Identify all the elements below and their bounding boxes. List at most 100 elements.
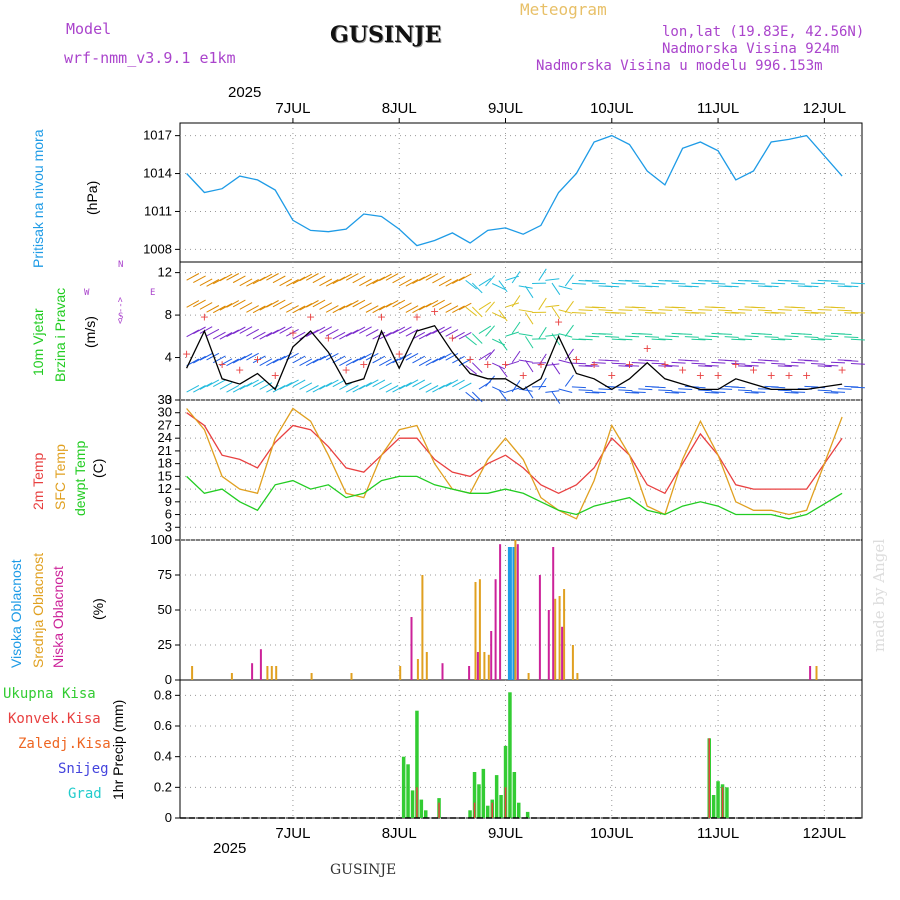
wind-arrow bbox=[359, 382, 372, 390]
wind-arrow bbox=[286, 379, 299, 388]
wind-arrow bbox=[658, 365, 673, 367]
wind-arrow bbox=[751, 282, 766, 285]
wind-arrow bbox=[186, 300, 200, 308]
wind-arrow bbox=[631, 391, 646, 393]
day-label-top: 8JUL bbox=[382, 100, 417, 117]
wind-arrow bbox=[432, 355, 445, 364]
wind-arrow bbox=[219, 382, 233, 390]
wind-arrow bbox=[784, 335, 799, 338]
wind-arrow bbox=[844, 336, 859, 338]
wind-arrow bbox=[731, 311, 746, 314]
wind-arrow bbox=[485, 349, 495, 361]
wind-arrow bbox=[345, 273, 359, 281]
wind-arrow bbox=[804, 312, 819, 314]
wind-arrow bbox=[379, 273, 392, 282]
wind-gust-marker: + bbox=[784, 369, 793, 382]
wind-arrow bbox=[246, 279, 259, 287]
wind-arrow bbox=[764, 336, 779, 338]
wind-arrow bbox=[372, 305, 386, 314]
footer-station: GUSINJE bbox=[330, 862, 397, 878]
wind-arrow bbox=[186, 329, 200, 338]
wind-arrow bbox=[757, 309, 772, 312]
temp-ytick-label: 3 bbox=[165, 519, 172, 534]
precip-ytick-label: 0.2 bbox=[154, 779, 172, 794]
compass-e: E bbox=[150, 288, 156, 298]
wind-arrow bbox=[312, 275, 326, 284]
precip-total-bar bbox=[415, 710, 419, 818]
elevation-label: Nadmorska Visina 924m bbox=[662, 41, 840, 57]
wind-arrow bbox=[578, 309, 593, 311]
wind-arrow bbox=[379, 302, 392, 311]
legend-convective: Konvek.Kisa bbox=[8, 711, 101, 727]
precip-total-bar bbox=[481, 768, 486, 818]
wind-arrow bbox=[824, 364, 839, 367]
wind-arrow bbox=[605, 285, 620, 288]
wind-arrow bbox=[352, 384, 366, 393]
wind-arrow bbox=[226, 273, 240, 281]
wind-arrow bbox=[286, 305, 299, 313]
wind-arrow bbox=[797, 285, 812, 288]
wind-arrow bbox=[691, 282, 706, 285]
wind-arrow bbox=[193, 299, 206, 308]
wind-arrow bbox=[219, 273, 233, 282]
wind-gust-marker: + bbox=[625, 358, 634, 371]
cloud-mid-bar bbox=[230, 673, 233, 680]
wind-gust-marker: + bbox=[749, 363, 758, 376]
wind-arrow bbox=[764, 285, 779, 288]
wind-arrow bbox=[704, 335, 719, 338]
wind-gust-marker: + bbox=[377, 310, 386, 323]
wind-arrow bbox=[405, 352, 419, 361]
cloud-unit: (%) bbox=[90, 598, 106, 620]
wind-arrow bbox=[412, 305, 426, 314]
wind-arrow bbox=[830, 306, 846, 309]
wind-arrow bbox=[585, 391, 600, 394]
wind-arrow bbox=[292, 305, 306, 314]
wind-arrow bbox=[445, 379, 459, 387]
wind-arrow bbox=[511, 295, 521, 308]
wind-arrow bbox=[651, 386, 666, 389]
day-label-bottom: 7JUL bbox=[275, 825, 310, 842]
wind-arrow bbox=[751, 391, 766, 393]
wind-arrow bbox=[193, 326, 206, 335]
wind-arrow bbox=[564, 324, 574, 337]
wind-arrow bbox=[804, 359, 819, 362]
wind-arrow bbox=[737, 338, 753, 341]
wind-arrow bbox=[791, 306, 806, 309]
wind-arrow bbox=[724, 312, 739, 314]
wind-arrow bbox=[744, 335, 759, 338]
wind-arrow bbox=[564, 300, 574, 313]
wind-arrow bbox=[638, 309, 653, 312]
wind-arrow bbox=[771, 282, 786, 285]
wind-arrow bbox=[412, 276, 426, 285]
wind-arrow bbox=[850, 363, 865, 365]
wind-arrow bbox=[498, 309, 508, 322]
wind-arrow bbox=[611, 312, 626, 314]
wind-arrow bbox=[492, 386, 506, 394]
wind-arrow bbox=[511, 321, 521, 334]
wind-gust-marker: + bbox=[430, 305, 439, 318]
wind-arrow bbox=[199, 302, 213, 310]
day-label-bottom: 8JUL bbox=[382, 825, 417, 842]
wind-arrow bbox=[777, 308, 792, 311]
wind-gust-marker: + bbox=[713, 369, 722, 382]
precip-total-bar bbox=[468, 810, 472, 818]
wind-arrow bbox=[811, 338, 826, 341]
wind-arrow bbox=[591, 306, 606, 309]
wind-arrow bbox=[784, 364, 799, 367]
wind-arrow bbox=[844, 359, 859, 362]
wind-arrow bbox=[631, 361, 646, 364]
wind-arrow bbox=[731, 362, 746, 365]
wind-arrow bbox=[718, 333, 733, 335]
wind-arrow bbox=[246, 352, 259, 361]
model-name: wrf-nmm_v3.9.1 e1km bbox=[64, 49, 236, 67]
wind-arrow bbox=[538, 297, 547, 311]
precip-total-bar bbox=[716, 781, 720, 818]
wind-arrow bbox=[678, 388, 693, 390]
wind-arrow bbox=[252, 305, 266, 314]
wind-arrow bbox=[252, 331, 266, 340]
wind-arrow bbox=[418, 382, 432, 391]
cloud-mid-bar bbox=[576, 673, 579, 680]
wind-arrow bbox=[744, 364, 759, 367]
wind-arrow bbox=[771, 338, 786, 341]
product-title: Meteogram bbox=[520, 0, 607, 19]
